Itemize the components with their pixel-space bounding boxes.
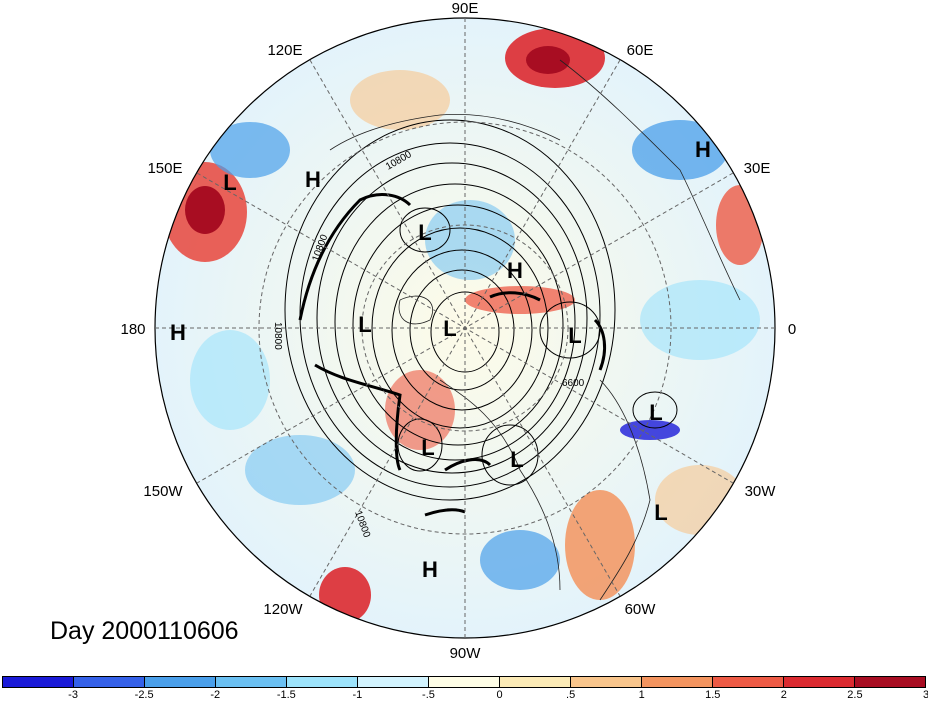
colorbar-tick-label: 2 (780, 689, 787, 701)
colorbar-tick-label: 2.5 (847, 689, 863, 701)
date-title: Day 2000110606 (50, 617, 239, 645)
colorbar-swatch (855, 677, 925, 687)
lon-label-60w: 60W (625, 601, 657, 618)
low-center-label: L (421, 435, 434, 460)
colorbar-tick-label: -.5 (422, 689, 435, 701)
pressure-centers: L H L H H L H L L L L L L H (170, 137, 711, 582)
graticule (155, 18, 775, 638)
colorbar-swatch (571, 677, 642, 687)
high-center-label: H (507, 258, 523, 283)
lon-label-0: 0 (788, 321, 796, 338)
high-center-label: H (305, 167, 321, 192)
colorbar-swatch (713, 677, 784, 687)
lon-label-180: 180 (120, 321, 145, 338)
polar-stereographic-map: 90E 120E 60E 150E 30E 180 0 150W 30W 120… (120, 0, 796, 660)
low-center-label: L (223, 170, 236, 195)
colorbar-tick-label: 0 (496, 689, 503, 701)
lon-label-90e: 90E (452, 0, 479, 17)
colorbar-swatch (287, 677, 358, 687)
low-center-label: L (358, 312, 371, 337)
colorbar-tick-labels: -3 -2.5 -2 -1.5 -1 -.5 0 .5 1 1.5 2 2.5 3 (0, 689, 928, 702)
colorbar-tick-label: -2.5 (134, 689, 154, 701)
lon-label-120w: 120W (263, 601, 303, 618)
colorbar-tick-label: -1.5 (276, 689, 296, 701)
lon-label-90w: 90W (450, 645, 482, 660)
low-center-label: L (443, 316, 456, 341)
colorbar-tick-label: 3 (922, 689, 928, 701)
low-center-label: L (510, 447, 523, 472)
colorbar-swatch (429, 677, 500, 687)
colorbar-swatch (145, 677, 216, 687)
low-center-label: L (418, 220, 431, 245)
colorbar-swatch (642, 677, 713, 687)
colorbar-tick-label: -2 (210, 689, 221, 701)
low-center-label: L (568, 323, 581, 348)
low-center-label: L (649, 400, 662, 425)
colorbar-tick-label: .5 (566, 689, 576, 701)
lon-label-60e: 60E (627, 42, 654, 59)
colorbar-swatch (500, 677, 571, 687)
lon-label-150e: 150E (147, 160, 182, 177)
colorbar-swatch (74, 677, 145, 687)
longitude-labels: 90E 120E 60E 150E 30E 180 0 150W 30W 120… (120, 0, 796, 660)
colorbar-swatch (216, 677, 287, 687)
contour-label: 6600 (562, 378, 585, 389)
jet-isotachs (298, 193, 607, 517)
colorbar-swatch (3, 677, 74, 687)
colorbar-tick-label: -1 (352, 689, 363, 701)
high-center-label: L (654, 500, 667, 525)
lon-label-150w: 150W (143, 483, 183, 500)
colorbar-swatch (358, 677, 429, 687)
high-center-label: H (422, 557, 438, 582)
lon-label-120e: 120E (267, 42, 302, 59)
contour-label: 10800 (272, 322, 283, 350)
coastlines (329, 59, 741, 601)
lon-label-30e: 30E (744, 160, 771, 177)
high-center-label: H (695, 137, 711, 162)
colorbar-tick-label: 1 (638, 689, 645, 701)
lon-label-30w: 30W (745, 483, 777, 500)
colorbar (2, 676, 926, 688)
colorbar-tick-label: -3 (68, 689, 78, 701)
high-center-label: H (170, 320, 186, 345)
colorbar-tick-label: 1.5 (705, 689, 721, 701)
colorbar-swatch (784, 677, 855, 687)
